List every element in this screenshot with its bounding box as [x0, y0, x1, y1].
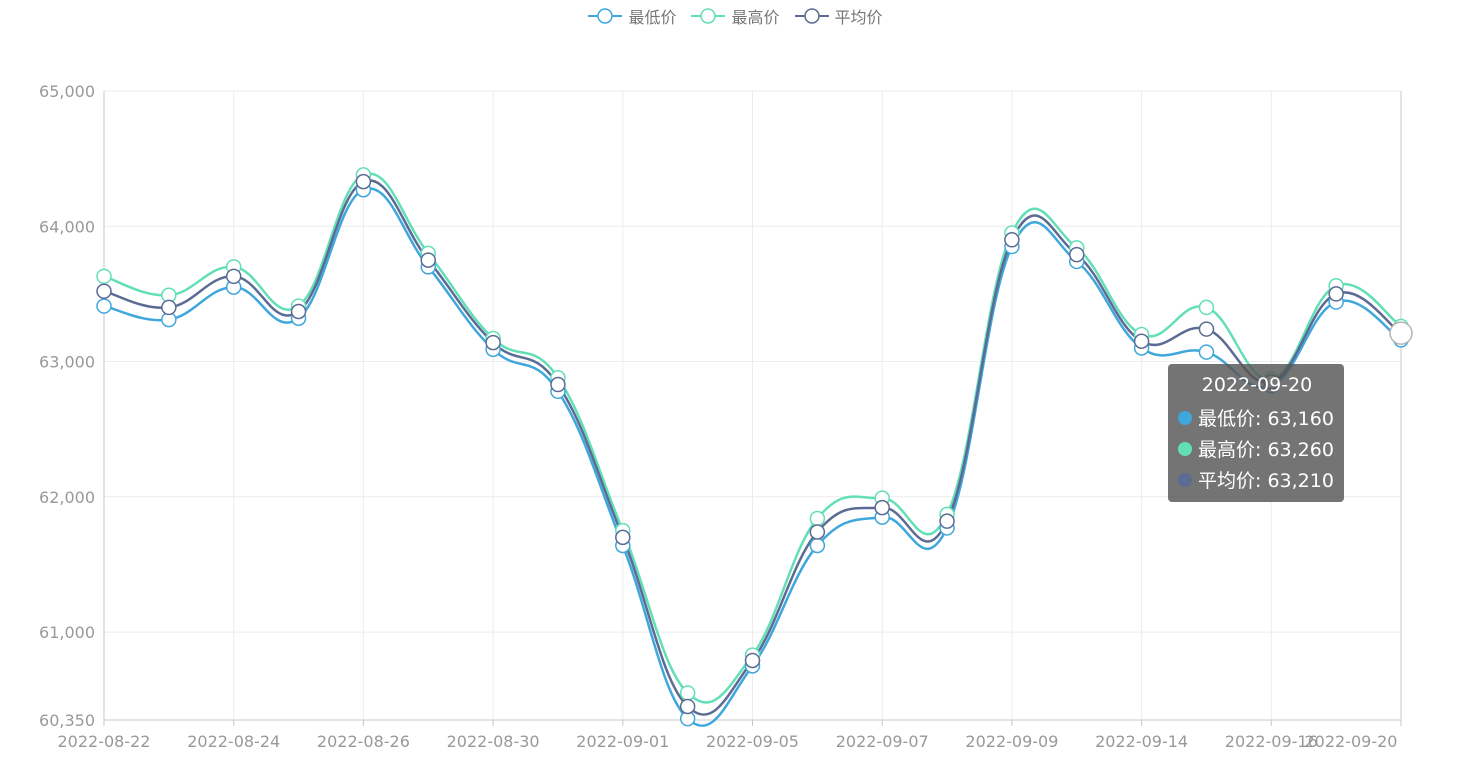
tooltip-text-avg: 平均价: 63,210: [1198, 470, 1334, 492]
legend-label-avg: 平均价: [834, 8, 883, 27]
legend-label-low: 最低价: [628, 8, 677, 27]
x-tick-label: 2022-08-30: [447, 732, 540, 751]
legend-avg-marker: [794, 8, 829, 24]
tooltip-row-avg: 平均价: 63,210: [1178, 464, 1336, 495]
data-point-avg: [550, 376, 566, 393]
x-tick-label: 2022-08-26: [317, 732, 410, 751]
x-tick-label: 2022-09-09: [965, 732, 1058, 751]
tooltip-row-high: 最高价: 63,260: [1178, 433, 1336, 464]
legend-item-low[interactable]: 最低价: [587, 4, 676, 28]
data-point-high: [809, 510, 826, 527]
chart-legend: 最低价 最高价 平均价: [0, 4, 1470, 28]
data-point-avg: [1069, 246, 1085, 263]
tooltip-text-low: 最低价: 63,160: [1198, 408, 1334, 430]
tooltip-dot-high: [1178, 441, 1192, 456]
y-tick-label: 62,000: [39, 488, 95, 507]
data-point-high: [96, 268, 112, 285]
data-point-avg: [615, 529, 631, 546]
y-tick-label: 60,350: [39, 711, 95, 730]
data-point-avg: [679, 698, 696, 715]
x-tick-label: 2022-09-01: [576, 732, 669, 751]
data-point-avg: [485, 334, 501, 351]
x-tick-label: 2022-08-22: [58, 732, 151, 751]
y-tick-label: 61,000: [39, 623, 95, 642]
chart-ticks: 60,350 61,000 62,000 63,000 64,000 65,000 2022…: [39, 82, 1402, 751]
x-tick-label: 2022-09-07: [836, 732, 929, 751]
data-point-low: [809, 537, 826, 554]
x-tick-label: 2022-09-16: [1225, 732, 1318, 751]
data-point-high: [1198, 299, 1215, 316]
data-point-low: [1198, 344, 1215, 360]
legend-item-avg[interactable]: 平均价: [794, 4, 883, 28]
data-point-avg: [1133, 333, 1150, 349]
legend-label-high: 最高价: [731, 8, 780, 27]
chart-tooltip: 2022-09-20 最低价: 63,160 最高价: 63,260 平均价: …: [1168, 364, 1344, 502]
series-line-avg: [103, 179, 1402, 716]
data-point-avg: [1198, 321, 1215, 337]
x-tick-label: 2022-08-24: [187, 732, 280, 751]
data-point-avg: [1004, 232, 1020, 248]
data-point-avg: [355, 173, 372, 190]
y-tick-label: 64,000: [39, 217, 95, 236]
legend-item-high[interactable]: 最高价: [690, 4, 780, 28]
data-point-avg: [225, 268, 242, 285]
x-tick-label: 2022-09-05: [706, 732, 799, 751]
legend-low-marker: [588, 8, 623, 24]
x-tick-label: 2022-09-20: [1305, 732, 1398, 751]
legend-high-marker: [691, 8, 726, 24]
tooltip-text-high: 最高价: 63,260: [1198, 439, 1334, 461]
data-point-avg: [161, 299, 177, 316]
y-tick-label: 65,000: [39, 82, 95, 101]
tooltip-dot-avg: [1178, 472, 1192, 487]
data-point-avg: [874, 499, 890, 516]
data-point-avg: [1328, 286, 1344, 302]
data-point-avg: [96, 283, 112, 299]
data-point-avg: [1389, 321, 1413, 345]
tooltip-dot-low: [1178, 410, 1192, 425]
tooltip-row-low: 最低价: 63,160: [1178, 402, 1336, 433]
y-tick-label: 63,000: [39, 353, 95, 372]
data-point-high: [679, 685, 696, 701]
data-point-avg: [290, 303, 307, 320]
series-line-high: [103, 172, 1402, 704]
data-point-avg: [744, 652, 761, 669]
data-point-avg: [809, 524, 826, 540]
data-point-avg: [420, 252, 436, 268]
x-tick-label: 2022-09-14: [1095, 732, 1188, 751]
data-point-avg: [939, 513, 955, 529]
data-point-low: [96, 298, 112, 314]
tooltip-title: 2022-09-20: [1201, 374, 1313, 396]
